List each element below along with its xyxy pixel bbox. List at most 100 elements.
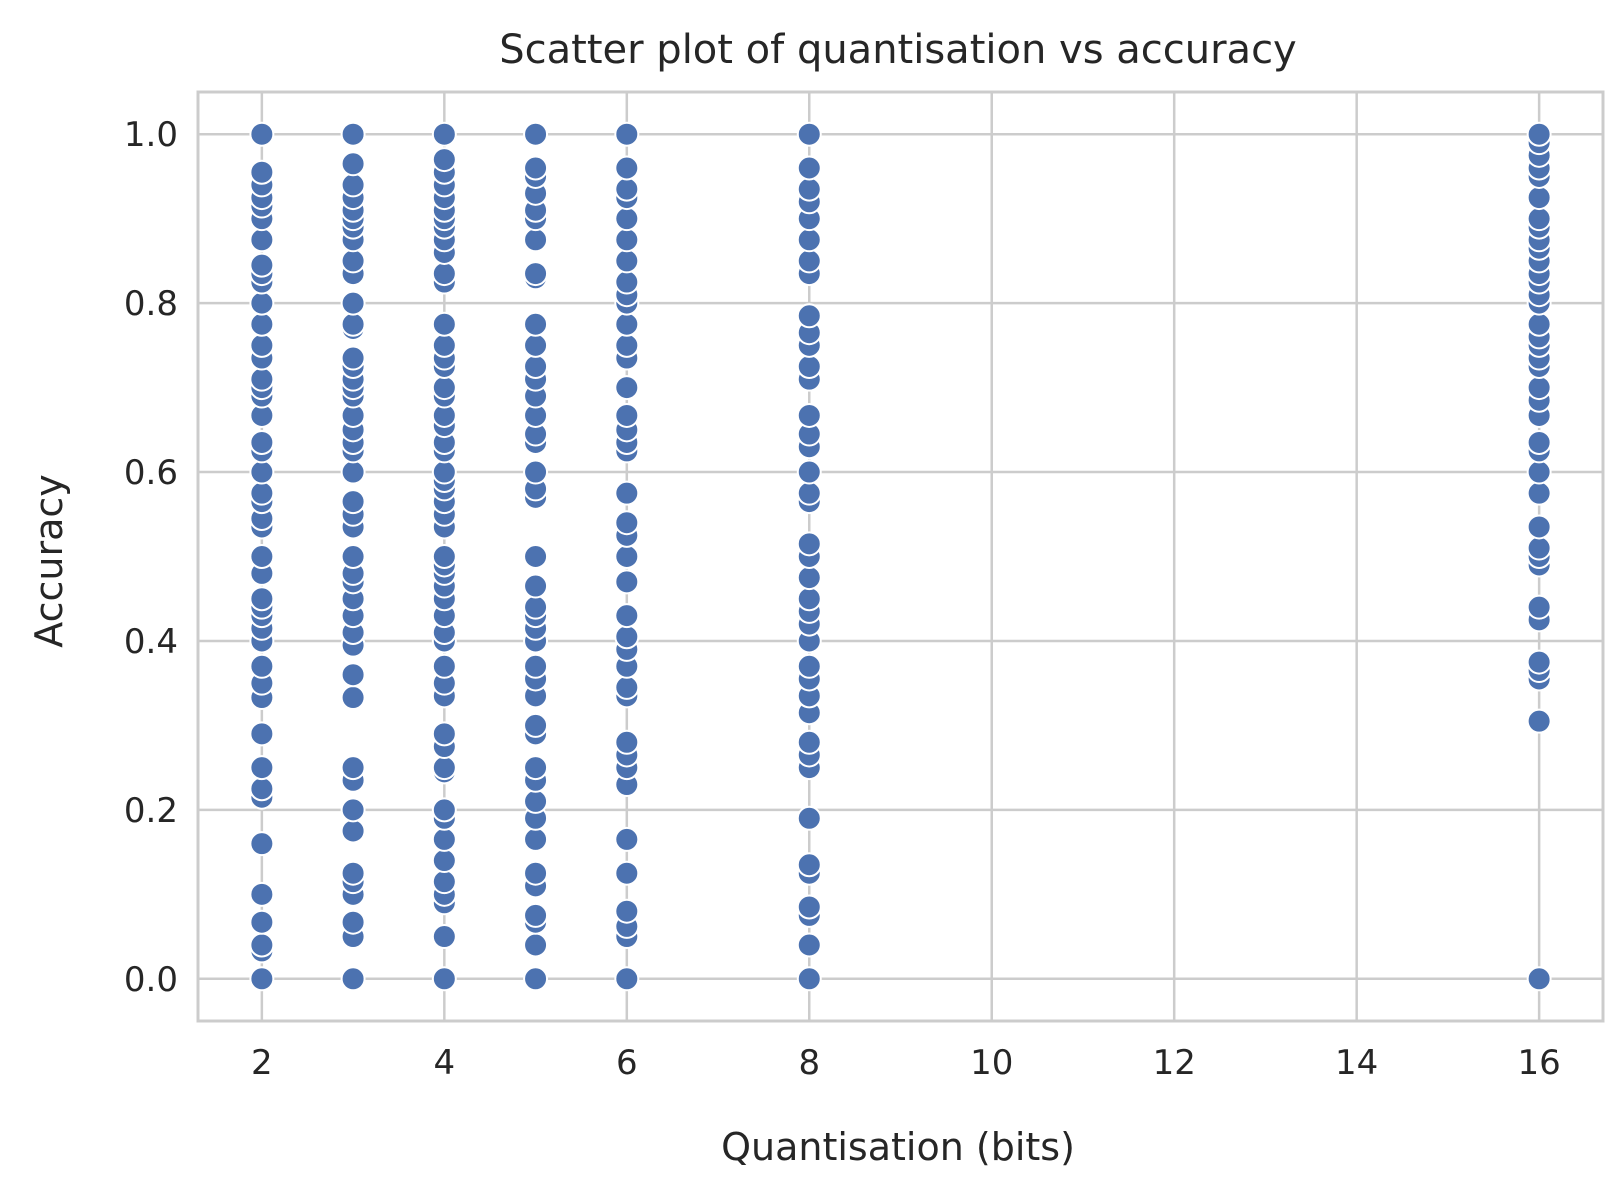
data-point bbox=[340, 755, 366, 781]
data-point bbox=[1526, 480, 1552, 506]
data-point bbox=[614, 860, 640, 886]
plot-frame bbox=[196, 90, 1605, 1023]
y-tick-label: 1.0 bbox=[124, 115, 178, 155]
y-tick-label: 0.8 bbox=[124, 284, 178, 324]
data-point bbox=[614, 402, 640, 428]
data-point bbox=[249, 586, 275, 612]
data-point bbox=[1526, 649, 1552, 675]
data-point bbox=[523, 544, 549, 569]
data-point bbox=[614, 674, 640, 700]
data-point bbox=[340, 290, 366, 316]
data-point bbox=[614, 480, 640, 506]
data-point bbox=[1526, 535, 1552, 561]
data-point bbox=[796, 966, 822, 992]
data-point bbox=[1526, 429, 1552, 455]
data-point bbox=[614, 826, 640, 852]
data-point bbox=[431, 848, 457, 874]
x-tick-label: 8 bbox=[798, 1043, 820, 1083]
data-point bbox=[796, 932, 822, 958]
data-point bbox=[614, 155, 640, 181]
data-point bbox=[249, 290, 275, 316]
data-point bbox=[431, 544, 457, 569]
data-point bbox=[523, 121, 549, 147]
data-point bbox=[249, 332, 275, 358]
data-point bbox=[796, 480, 822, 506]
data-point bbox=[340, 121, 366, 147]
data-point bbox=[796, 121, 822, 147]
data-point bbox=[340, 459, 366, 485]
data-point bbox=[1526, 966, 1552, 992]
data-point bbox=[431, 797, 457, 823]
data-point bbox=[614, 898, 640, 924]
x-tick-label: 2 bbox=[251, 1043, 273, 1083]
data-point bbox=[614, 248, 640, 274]
data-point bbox=[796, 155, 822, 181]
data-point bbox=[340, 685, 366, 711]
data-point bbox=[340, 544, 366, 569]
data-point bbox=[1526, 206, 1552, 232]
data-point bbox=[523, 902, 549, 928]
data-point bbox=[796, 653, 822, 679]
x-tick-label: 6 bbox=[616, 1043, 638, 1083]
data-point bbox=[249, 653, 275, 679]
data-point bbox=[1526, 708, 1552, 734]
data-point bbox=[796, 805, 822, 831]
data-point bbox=[796, 353, 822, 379]
data-point bbox=[340, 818, 366, 844]
x-axis-title: Quantisation (bits) bbox=[721, 1125, 1075, 1169]
data-point bbox=[249, 721, 275, 747]
data-point bbox=[431, 332, 457, 358]
data-point bbox=[614, 269, 640, 295]
x-tick-label: 4 bbox=[434, 1043, 456, 1083]
data-point bbox=[796, 459, 822, 485]
data-point bbox=[249, 121, 275, 147]
data-point bbox=[249, 909, 275, 935]
data-point bbox=[431, 375, 457, 401]
data-point bbox=[796, 852, 822, 878]
data-point bbox=[249, 311, 275, 337]
data-point bbox=[1526, 459, 1552, 485]
data-point bbox=[523, 755, 549, 781]
data-point bbox=[249, 966, 275, 992]
data-point bbox=[340, 172, 366, 198]
data-point bbox=[431, 924, 457, 950]
y-tick-label: 0.6 bbox=[124, 453, 178, 493]
data-point bbox=[249, 932, 275, 958]
data-point bbox=[796, 227, 822, 253]
data-point bbox=[614, 332, 640, 358]
data-point bbox=[1526, 375, 1552, 401]
x-tick-label: 12 bbox=[1153, 1043, 1196, 1083]
y-axis-title: Accuracy bbox=[27, 474, 71, 648]
data-point bbox=[614, 176, 640, 202]
data-point bbox=[431, 721, 457, 747]
data-point bbox=[523, 261, 549, 287]
y-tick-label: 0.2 bbox=[124, 791, 178, 831]
data-point bbox=[796, 531, 822, 557]
data-point bbox=[431, 459, 457, 485]
data-point bbox=[614, 729, 640, 755]
x-tick-label: 14 bbox=[1335, 1043, 1378, 1083]
data-point bbox=[431, 261, 457, 287]
data-point bbox=[523, 573, 549, 599]
data-point bbox=[614, 624, 640, 650]
data-point bbox=[431, 826, 457, 852]
y-tick-label: 0.4 bbox=[124, 622, 178, 662]
data-point bbox=[431, 869, 457, 895]
data-point bbox=[249, 755, 275, 781]
data-point bbox=[523, 227, 549, 253]
data-point bbox=[340, 860, 366, 886]
data-point bbox=[249, 366, 275, 392]
data-point bbox=[1526, 311, 1552, 337]
data-point bbox=[796, 894, 822, 920]
x-tick-labels: 2 4 6 8 10 12 14 16 bbox=[251, 1043, 1561, 1083]
data-point bbox=[523, 332, 549, 358]
y-tick-labels: 0.0 0.2 0.4 0.6 0.8 1.0 bbox=[124, 115, 178, 1000]
data-point bbox=[249, 159, 275, 185]
data-point bbox=[249, 480, 275, 506]
data-point bbox=[340, 662, 366, 688]
data-point bbox=[614, 569, 640, 595]
data-point bbox=[614, 311, 640, 337]
data-point bbox=[1526, 185, 1552, 211]
data-point bbox=[249, 776, 275, 802]
